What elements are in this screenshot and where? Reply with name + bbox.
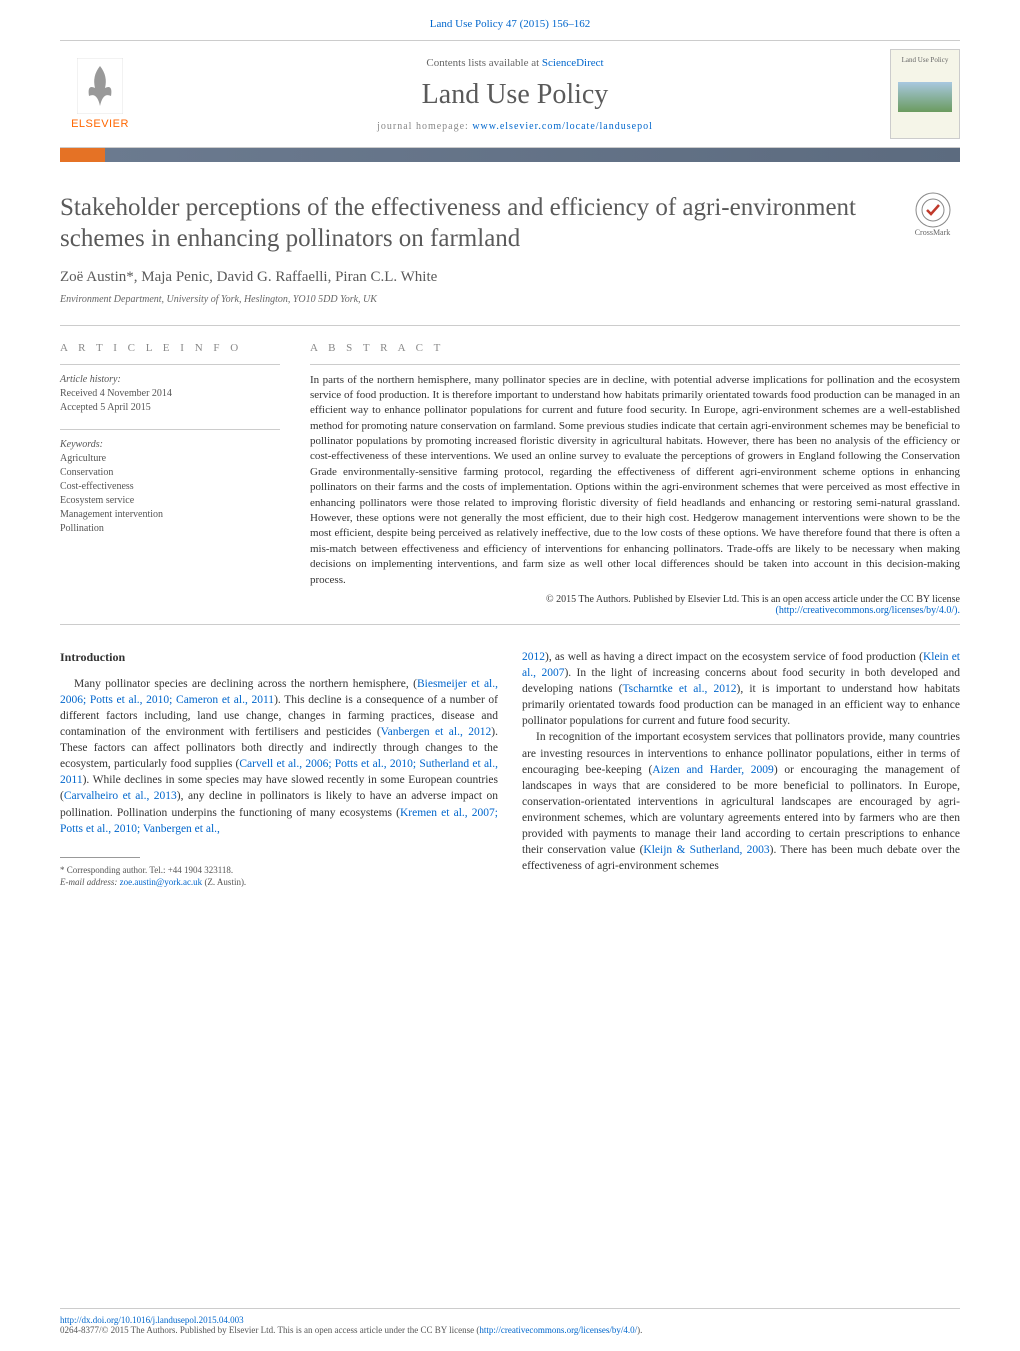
divider [60, 624, 960, 625]
keyword: Cost-effectiveness [60, 480, 280, 494]
crossmark-icon [915, 192, 951, 228]
crossmark-label: CrossMark [915, 228, 951, 237]
abstract-text: In parts of the northern hemisphere, man… [310, 373, 960, 588]
corresponding-author-footnote: * Corresponding author. Tel.: +44 1904 3… [60, 864, 498, 889]
keyword: Pollination [60, 522, 280, 536]
keyword: Ecosystem service [60, 494, 280, 508]
corr-author-line: * Corresponding author. Tel.: +44 1904 3… [60, 864, 498, 877]
elsevier-logo: ELSEVIER [60, 49, 140, 139]
cover-thumb-label: Land Use Policy [902, 56, 949, 64]
license-link[interactable]: (http://creativecommons.org/licenses/by/… [776, 605, 961, 616]
accepted-date: Accepted 5 April 2015 [60, 401, 280, 415]
info-abstract-row: A R T I C L E I N F O Article history: R… [60, 342, 960, 616]
section-heading-introduction: Introduction [60, 649, 498, 666]
body-paragraph: 2012), as well as having a direct impact… [522, 649, 960, 729]
divider [60, 429, 280, 430]
article-title: Stakeholder perceptions of the effective… [60, 192, 885, 255]
body-text: ) or encouraging the management of lands… [522, 764, 960, 856]
body-text: ), as well as having a direct impact on … [545, 651, 923, 663]
abstract-block: A B S T R A C T In parts of the northern… [310, 342, 960, 616]
divider [60, 364, 280, 365]
body-two-column: Introduction Many pollinator species are… [60, 649, 960, 889]
accent-bar [60, 148, 960, 162]
page-footer: http://dx.doi.org/10.1016/j.landusepol.2… [60, 1308, 960, 1335]
journal-homepage-link[interactable]: www.elsevier.com/locate/landusepol [472, 121, 653, 132]
divider [310, 364, 960, 365]
keyword: Conservation [60, 466, 280, 480]
sciencedirect-link[interactable]: ScienceDirect [542, 57, 604, 69]
citation-link[interactable]: Tscharntke et al., 2012 [622, 683, 736, 695]
article-history-block: Article history: Received 4 November 201… [60, 373, 280, 415]
email-suffix: (Z. Austin). [202, 877, 246, 887]
keywords-block: Keywords: Agriculture Conservation Cost-… [60, 438, 280, 536]
contents-prefix: Contents lists available at [426, 57, 541, 69]
history-label: Article history: [60, 373, 280, 387]
cover-thumb-image [898, 82, 952, 112]
email-label: E-mail address: [60, 877, 120, 887]
masthead-center: Contents lists available at ScienceDirec… [140, 57, 890, 132]
copyright-text: © 2015 The Authors. Published by Elsevie… [546, 594, 960, 605]
abstract-copyright: © 2015 The Authors. Published by Elsevie… [310, 594, 960, 616]
citation-link[interactable]: Vanbergen et al., 2012 [381, 726, 492, 738]
footer-license-link[interactable]: http://creativecommons.org/licenses/by/4… [479, 1325, 637, 1335]
article-info-sidebar: A R T I C L E I N F O Article history: R… [60, 342, 280, 616]
journal-cover-thumbnail: Land Use Policy [890, 49, 960, 139]
corr-email-link[interactable]: zoe.austin@york.ac.uk [120, 877, 203, 887]
body-paragraph: In recognition of the important ecosyste… [522, 729, 960, 874]
issn-copyright: 0264-8377/© 2015 The Authors. Published … [60, 1325, 479, 1335]
doi-link[interactable]: http://dx.doi.org/10.1016/j.landusepol.2… [60, 1315, 244, 1325]
journal-name: Land Use Policy [140, 79, 890, 111]
column-left: Introduction Many pollinator species are… [60, 649, 498, 889]
crossmark-badge[interactable]: CrossMark [905, 192, 960, 247]
author-list: Zoë Austin*, Maja Penic, David G. Raffae… [60, 269, 960, 286]
body-text: Many pollinator species are declining ac… [74, 678, 417, 690]
citation-link[interactable]: Kleijn & Sutherland, 2003 [643, 844, 769, 856]
divider [60, 325, 960, 326]
abstract-heading: A B S T R A C T [310, 342, 960, 354]
running-head-citation: Land Use Policy 47 (2015) 156–162 [0, 0, 1020, 30]
received-date: Received 4 November 2014 [60, 387, 280, 401]
citation-link[interactable]: Carvalheiro et al., 2013 [64, 790, 177, 802]
masthead: ELSEVIER Contents lists available at Sci… [60, 40, 960, 148]
citation-link[interactable]: 2012 [522, 651, 545, 663]
journal-homepage-line: journal homepage: www.elsevier.com/locat… [140, 121, 890, 132]
homepage-label: journal homepage: [377, 121, 472, 132]
affiliation: Environment Department, University of Yo… [60, 294, 960, 305]
issn-close: ). [637, 1325, 642, 1335]
citation-link[interactable]: Aizen and Harder, 2009 [652, 764, 774, 776]
body-paragraph: Many pollinator species are declining ac… [60, 676, 498, 837]
column-right: 2012), as well as having a direct impact… [522, 649, 960, 889]
elsevier-tree-icon [77, 58, 123, 114]
elsevier-label: ELSEVIER [71, 118, 129, 130]
contents-available-line: Contents lists available at ScienceDirec… [140, 57, 890, 69]
keyword: Management intervention [60, 508, 280, 522]
footnote-rule [60, 857, 140, 858]
keywords-label: Keywords: [60, 438, 280, 452]
keyword: Agriculture [60, 452, 280, 466]
article-info-heading: A R T I C L E I N F O [60, 342, 280, 354]
